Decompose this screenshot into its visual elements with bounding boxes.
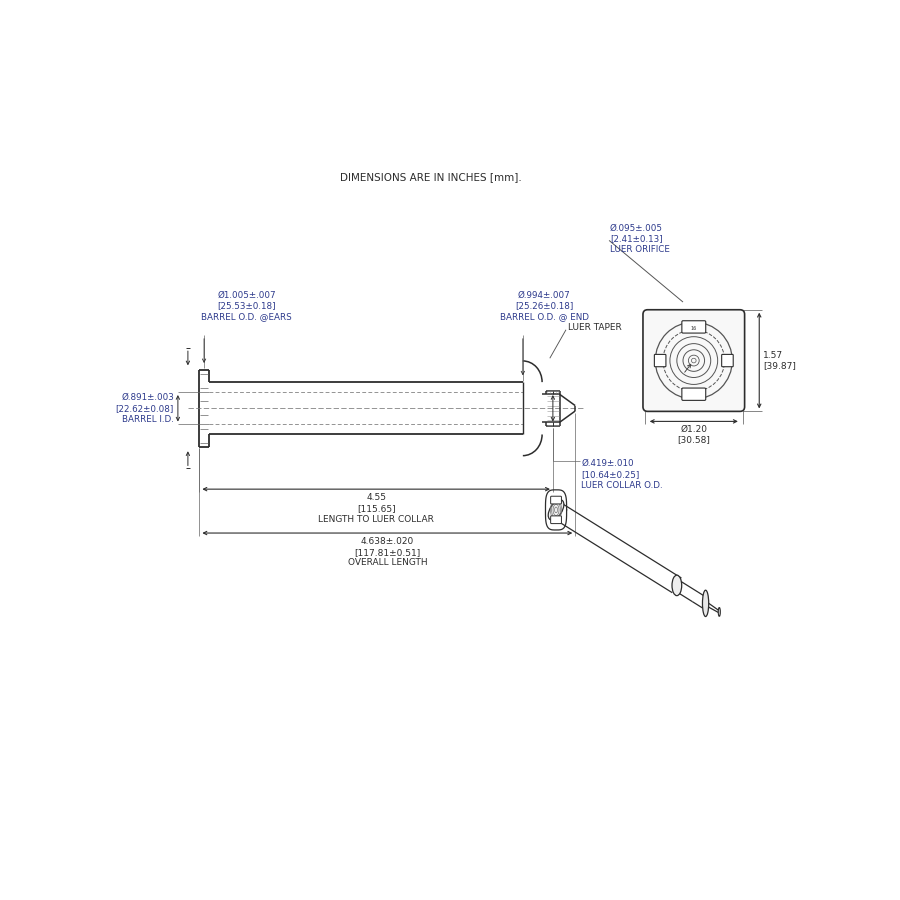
Text: 4.638±.020
[117.81±0.51]
OVERALL LENGTH: 4.638±.020 [117.81±0.51] OVERALL LENGTH xyxy=(347,537,428,567)
Ellipse shape xyxy=(548,500,564,520)
Text: Ø.994±.007
[25.26±0.18]
BARREL O.D. @ END: Ø.994±.007 [25.26±0.18] BARREL O.D. @ EN… xyxy=(500,291,589,321)
Text: Ø1.20
[30.58]: Ø1.20 [30.58] xyxy=(678,425,710,445)
Text: Ø.095±.005
[2.41±0.13]
LUER ORIFICE: Ø.095±.005 [2.41±0.13] LUER ORIFICE xyxy=(610,223,670,254)
Ellipse shape xyxy=(672,575,681,596)
FancyBboxPatch shape xyxy=(682,320,706,333)
FancyBboxPatch shape xyxy=(722,355,734,366)
FancyBboxPatch shape xyxy=(682,388,706,400)
Text: DIMENSIONS ARE IN INCHES [mm].: DIMENSIONS ARE IN INCHES [mm]. xyxy=(339,172,521,183)
Text: Ø1.005±.007
[25.53±0.18]
BARREL O.D. @EARS: Ø1.005±.007 [25.53±0.18] BARREL O.D. @EA… xyxy=(201,291,292,321)
FancyBboxPatch shape xyxy=(551,516,562,524)
Text: Ø.891±.003
[22.62±0.08]
BARREL I.D.: Ø.891±.003 [22.62±0.08] BARREL I.D. xyxy=(116,393,174,424)
Text: 16: 16 xyxy=(690,326,697,330)
Text: 1.57
[39.87]: 1.57 [39.87] xyxy=(763,350,796,371)
FancyBboxPatch shape xyxy=(643,310,744,411)
Ellipse shape xyxy=(718,608,720,616)
Text: 4.55
[115.65]
LENGTH TO LUER COLLAR: 4.55 [115.65] LENGTH TO LUER COLLAR xyxy=(319,493,434,524)
FancyBboxPatch shape xyxy=(551,496,562,504)
Text: Ø.419±.010
[10.64±0.25]
LUER COLLAR O.D.: Ø.419±.010 [10.64±0.25] LUER COLLAR O.D. xyxy=(581,459,663,490)
Ellipse shape xyxy=(703,590,708,616)
Text: LUER TAPER: LUER TAPER xyxy=(568,323,621,332)
FancyBboxPatch shape xyxy=(654,355,666,366)
